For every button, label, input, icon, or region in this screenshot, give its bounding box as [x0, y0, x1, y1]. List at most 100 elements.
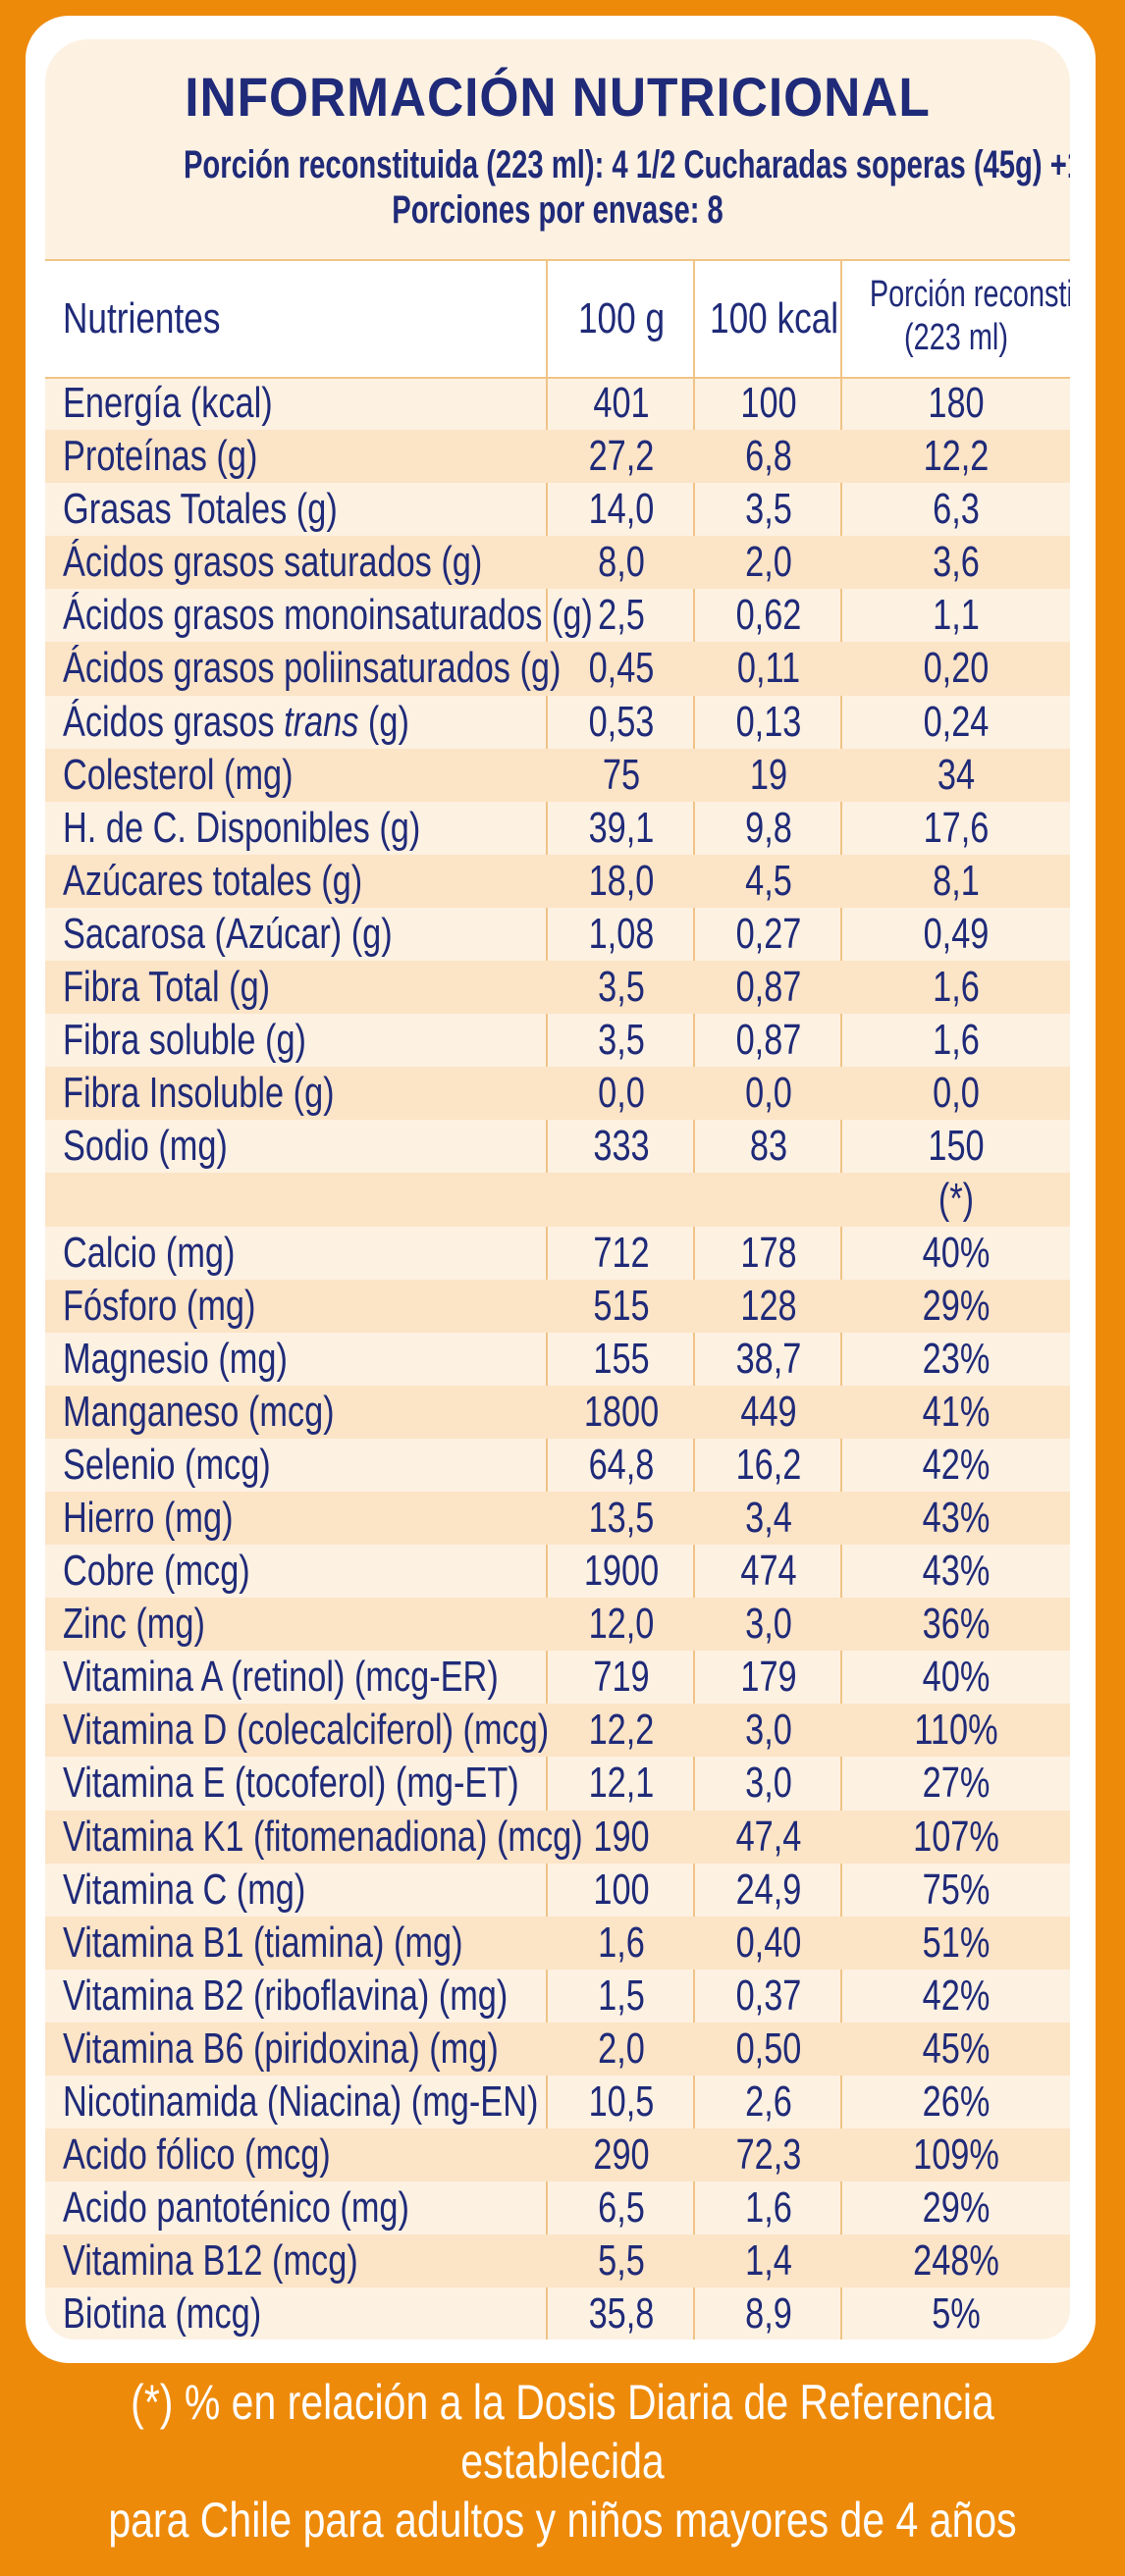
nutrient-name-prefix: Ácidos grasos	[63, 697, 285, 746]
value-portion: 29%	[922, 1281, 991, 1330]
nutrient-name: Cobre (mcg)	[63, 1547, 250, 1596]
nutrient-name: Grasas Totales (g)	[63, 485, 338, 534]
value-100kcal: 24,9	[735, 1865, 802, 1914]
table-row: Vitamina K1 (fitomenadiona) (mcg) 190 47,4…	[45, 1810, 1070, 1864]
value-100g: 290	[593, 2130, 650, 2180]
table-row: H. de C. Disponibles (g) 39,1 9,8 17,6	[45, 802, 1070, 855]
nutrient-name: Vitamina B1 (tiamina) (mg)	[63, 1918, 463, 1967]
value-100kcal: 47,4	[735, 1812, 802, 1861]
value-portion: 1,6	[933, 963, 980, 1012]
value-portion: 42%	[922, 1440, 991, 1489]
table-row: Sacarosa (Azúcar) (g) 1,08 0,27 0,49	[45, 908, 1070, 961]
value-100kcal: 0,40	[735, 1918, 802, 1967]
value-100g: 35,8	[588, 2289, 655, 2339]
value-100g: 100	[593, 1865, 650, 1914]
value-100g: 14,0	[588, 485, 655, 534]
value-100kcal: 3,0	[745, 1759, 792, 1808]
nutrient-name: Ácidos grasos trans (g)	[63, 696, 409, 749]
value-100g: 75	[602, 750, 641, 799]
nutrition-label-panel: INFORMACIÓN NUTRICIONAL Porción reconsti…	[26, 16, 1096, 2363]
table-row: Calcio (mg) 712 178 40%	[45, 1227, 1070, 1280]
nutrient-name: Vitamina B2 (riboflavina) (mg)	[63, 1971, 509, 2020]
value-100g: 13,5	[588, 1493, 655, 1542]
table-row: Colesterol (mg) 75 19 34	[45, 748, 1070, 802]
value-portion: 43%	[922, 1547, 991, 1596]
table-row: Azúcares totales (g) 18,0 4,5 8,1	[45, 854, 1070, 908]
table-row: Ácidos grasos poliinsaturados (g) 0,45 0,1…	[45, 642, 1070, 696]
value-100g: 10,5	[588, 2077, 655, 2126]
value-100g: 6,5	[598, 2183, 645, 2233]
value-portion: 45%	[922, 2024, 991, 2073]
value-portion: 41%	[922, 1387, 991, 1436]
nutrient-name: Azúcares totales (g)	[63, 856, 363, 905]
footnote: (*) % en relación a la Dosis Diaria de R…	[101, 2373, 1024, 2550]
value-100kcal: 0,11	[736, 644, 801, 693]
value-100kcal: 9,8	[745, 803, 792, 852]
value-100kcal: 0,87	[735, 1016, 802, 1065]
value-100kcal: 3,0	[745, 1600, 792, 1649]
value-100kcal: 16,2	[735, 1440, 802, 1489]
table-row: Sodio (mg) 333 83 150	[45, 1120, 1070, 1173]
value-100kcal: 0,27	[735, 909, 802, 958]
footnote-line1: (*) % en relación a la Dosis Diaria de R…	[131, 2375, 994, 2489]
nutrient-name: Hierro (mg)	[63, 1493, 234, 1542]
value-portion: 1,1	[933, 591, 980, 640]
table-row: Hierro (mg) 13,5 3,4 43%	[45, 1491, 1070, 1546]
value-100kcal: 72,3	[735, 2130, 802, 2180]
value-100g: 333	[593, 1122, 650, 1171]
value-100g	[564, 1173, 679, 1226]
table-row: Vitamina B12 (mcg) 5,5 1,4 248%	[45, 2234, 1070, 2288]
value-100g: 515	[593, 1281, 650, 1330]
table-row: Fibra Total (g) 3,5 0,87 1,6	[45, 961, 1070, 1015]
nutrient-name: Fibra Total (g)	[63, 963, 271, 1012]
value-100g: 18,0	[588, 856, 655, 905]
nutrient-name: Acido pantoténico (mg)	[63, 2183, 409, 2233]
table-row: (*)	[45, 1173, 1070, 1227]
value-portion: 17,6	[923, 803, 990, 852]
value-100g: 12,2	[588, 1706, 655, 1755]
nutrient-name: Vitamina B12 (mcg)	[63, 2236, 358, 2286]
value-portion: 0,24	[923, 697, 990, 746]
value-100kcal: 0,0	[745, 1069, 792, 1118]
value-100kcal	[712, 1173, 827, 1226]
value-100g: 0,53	[588, 697, 655, 746]
value-100g: 1900	[583, 1547, 660, 1596]
value-portion: 23%	[922, 1334, 991, 1383]
nutrient-name: Zinc (mg)	[63, 1600, 205, 1649]
value-portion: 51%	[922, 1918, 991, 1967]
table-row: Acido fólico (mcg) 290 72,3 109%	[45, 2129, 1070, 2182]
table-row: Zinc (mg) 12,0 3,0 36%	[45, 1598, 1070, 1652]
table-row: Nicotinamida (Niacina) (mg-EN) 10,5 2,6 26%	[45, 2076, 1070, 2129]
value-portion: 0,0	[933, 1069, 980, 1118]
table-row: Fibra Insoluble (g) 0,0 0,0 0,0	[45, 1067, 1070, 1121]
value-100kcal: 179	[740, 1653, 797, 1702]
value-100g: 1,6	[598, 1918, 645, 1967]
table-row: Biotina (mcg) 35,8 8,9 5%	[45, 2287, 1070, 2339]
nutrient-name: Vitamina B6 (piridoxina) (mg)	[63, 2024, 499, 2073]
nutrient-name: Energía (kcal)	[63, 379, 273, 427]
table-row: Vitamina C (mg) 100 24,9 75%	[45, 1864, 1070, 1917]
footnote-line2: para Chile para adultos y niños mayores …	[108, 2493, 1017, 2548]
table-row: Manganeso (mcg) 1800 449 41%	[45, 1385, 1070, 1439]
value-portion: 248%	[913, 2236, 999, 2286]
value-portion: 36%	[922, 1600, 991, 1649]
value-100g: 3,5	[598, 1016, 645, 1065]
value-portion: 29%	[922, 2183, 991, 2233]
value-portion: 150	[928, 1122, 985, 1171]
value-100kcal: 1,6	[745, 2183, 792, 2233]
value-100kcal: 0,13	[735, 697, 802, 746]
table-row: Ácidos grasos monoinsaturados (g) 2,5 0,62…	[45, 589, 1070, 642]
nutrient-name: Sacarosa (Azúcar) (g)	[63, 909, 393, 958]
table-row: Energía (kcal) 401 100 180	[45, 377, 1070, 430]
value-100kcal: 3,0	[745, 1706, 792, 1755]
table-row: Magnesio (mg) 155 38,7 23%	[45, 1333, 1070, 1386]
nutrient-name: Ácidos grasos saturados (g)	[63, 538, 483, 587]
value-portion: 34	[937, 750, 976, 799]
value-portion: 5%	[932, 2289, 981, 2339]
value-100kcal: 2,6	[745, 2077, 792, 2126]
value-100kcal: 83	[749, 1122, 788, 1171]
serving-size: Porción reconstituida (223 ml): 4 1/2 Cu…	[183, 143, 1070, 186]
column-header-nutrients: Nutrientes	[63, 294, 221, 342]
value-100g: 12,0	[588, 1600, 655, 1649]
nutrient-name: Fibra soluble (g)	[63, 1016, 306, 1065]
